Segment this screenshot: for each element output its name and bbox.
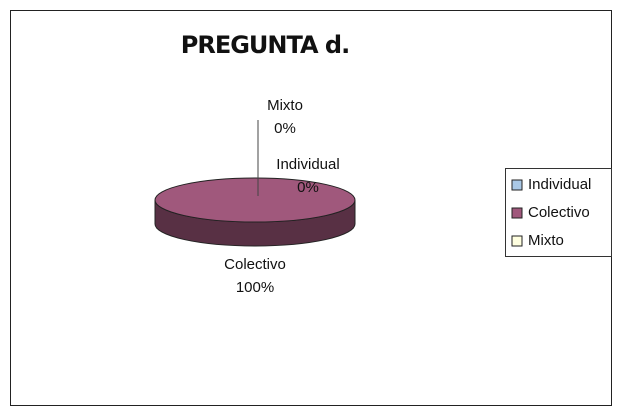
data-label-name: Mixto <box>267 97 303 114</box>
legend-box <box>505 168 612 257</box>
legend-swatch <box>511 179 523 191</box>
data-label-value: 0% <box>274 120 296 137</box>
data-label-value: 0% <box>297 179 319 196</box>
pie-slice <box>154 177 356 223</box>
legend-swatch <box>511 207 523 219</box>
legend-label: Mixto <box>528 232 564 249</box>
chart-title: PREGUNTA d. <box>181 31 349 59</box>
legend-label: Colectivo <box>528 204 590 221</box>
data-label-value: 100% <box>236 279 274 296</box>
data-label-name: Individual <box>276 156 339 173</box>
data-label-name: Colectivo <box>224 256 286 273</box>
legend-swatch <box>511 235 523 247</box>
legend-label: Individual <box>528 176 591 193</box>
